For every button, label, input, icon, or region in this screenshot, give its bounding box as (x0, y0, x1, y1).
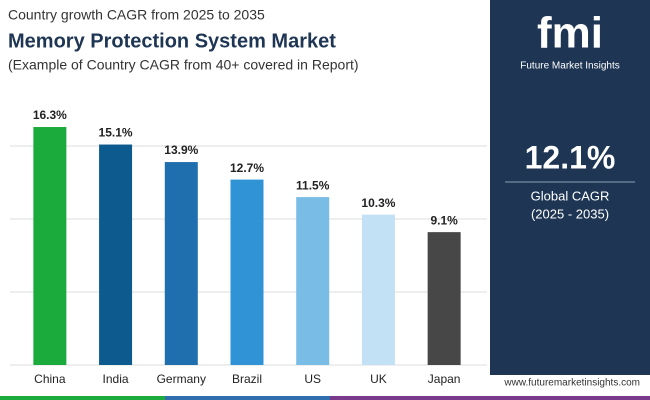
value-label: 12.7% (230, 161, 264, 175)
x-tick-label: US (304, 372, 321, 386)
bar (164, 162, 198, 365)
bar (427, 232, 461, 365)
value-label: 9.1% (430, 213, 458, 227)
value-label: 15.1% (99, 126, 133, 140)
bar (296, 197, 330, 365)
x-tick-label: China (34, 372, 66, 386)
footer-url: www.futuremarketinsights.com (503, 378, 640, 389)
x-tick-label: India (103, 372, 129, 386)
bar (230, 179, 264, 365)
bottom-strip (330, 396, 650, 400)
chart-kicker: Country growth CAGR from 2025 to 2035 (8, 7, 265, 23)
value-label: 11.5% (296, 178, 330, 192)
x-tick-label: UK (370, 372, 387, 386)
side-panel (490, 0, 650, 375)
bottom-strip (165, 396, 330, 400)
x-tick-label: Japan (428, 372, 461, 386)
bottom-strip (0, 396, 165, 400)
x-tick-label: Germany (157, 372, 206, 386)
global-cagr-period: (2025 - 2035) (531, 206, 609, 221)
bar (99, 144, 133, 365)
bar (33, 127, 67, 366)
value-label: 16.3% (33, 108, 67, 122)
value-label: 13.9% (164, 143, 198, 157)
chart-title: Memory Protection System Market (8, 30, 336, 52)
chart-subtitle: (Example of Country CAGR from 40+ covere… (8, 57, 359, 73)
global-cagr-value: 12.1% (525, 139, 616, 175)
logo: fmi (537, 9, 603, 58)
brand: Future Market Insights (520, 61, 619, 72)
x-tick-label: Brazil (232, 372, 262, 386)
global-cagr-label: Global CAGR (531, 188, 610, 203)
value-label: 10.3% (361, 196, 395, 210)
bar (361, 214, 395, 365)
